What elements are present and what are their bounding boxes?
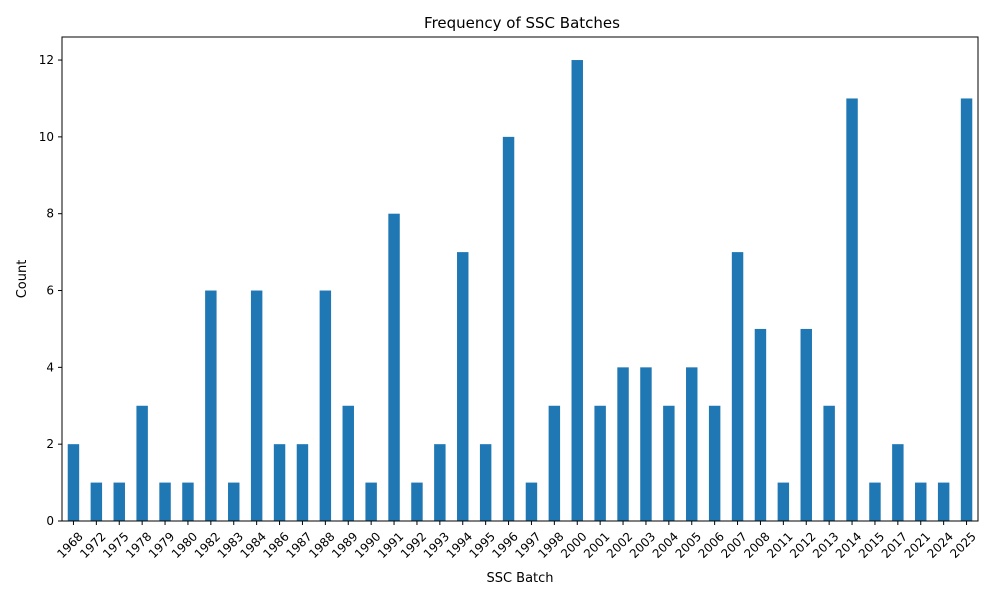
bar-1984	[250, 290, 263, 521]
bar-1993	[434, 444, 446, 521]
bar-2011	[777, 482, 790, 521]
bar-1998	[548, 405, 561, 521]
bar-2013	[823, 405, 835, 521]
bars-group	[67, 60, 973, 522]
bar-1986	[273, 444, 286, 521]
bar-2025	[960, 98, 973, 521]
bar-1992	[411, 482, 423, 521]
y-axis: 0 2 4 6 8 10 12	[39, 53, 62, 528]
bar-2001	[594, 405, 606, 521]
bar-1991	[388, 213, 400, 521]
bar-1979	[159, 482, 171, 521]
bar-1994	[457, 252, 469, 521]
bar-2008	[754, 328, 767, 521]
bar-1997	[525, 482, 538, 521]
x-axis: 1968197219751978197919801982198319841986…	[54, 521, 979, 561]
bar-1978	[136, 405, 148, 521]
y-tick-label: 0	[46, 514, 54, 528]
bar-1968	[67, 444, 80, 521]
bar-1975	[113, 482, 125, 521]
bar-2004	[663, 405, 675, 521]
bar-1972	[90, 482, 103, 521]
bar-1982	[205, 290, 217, 521]
bar-1990	[365, 482, 377, 521]
bar-1989	[342, 405, 354, 521]
bar-1983	[228, 482, 240, 521]
bar-1996	[502, 136, 515, 521]
x-axis-label: SSC Batch	[486, 571, 553, 586]
bar-1980	[182, 482, 194, 521]
bar-2007	[731, 252, 744, 521]
bar-2012	[800, 328, 812, 521]
bar-2006	[708, 405, 721, 521]
bar-2002	[617, 367, 629, 521]
bar-1988	[319, 290, 332, 521]
bar-2003	[640, 367, 652, 521]
y-tick-label: 8	[46, 207, 54, 221]
x-tick-label: 2025	[947, 529, 978, 560]
y-tick-label: 2	[46, 437, 54, 451]
y-tick-label: 12	[39, 53, 54, 67]
bar-2021	[915, 482, 927, 521]
y-tick-label: 10	[39, 130, 54, 144]
bar-2015	[869, 482, 881, 521]
y-axis-label: Count	[15, 260, 30, 299]
y-tick-label: 6	[46, 284, 54, 298]
chart-title: Frequency of SSC Batches	[424, 14, 620, 32]
bar-1995	[479, 444, 492, 521]
bar-2014	[846, 98, 858, 521]
bar-2017	[892, 444, 904, 521]
bar-1987	[296, 444, 309, 521]
bar-2000	[571, 60, 583, 522]
bar-2024	[937, 482, 950, 521]
y-tick-label: 4	[46, 360, 54, 374]
plot-frame	[61, 36, 979, 522]
bar-2005	[686, 367, 698, 521]
